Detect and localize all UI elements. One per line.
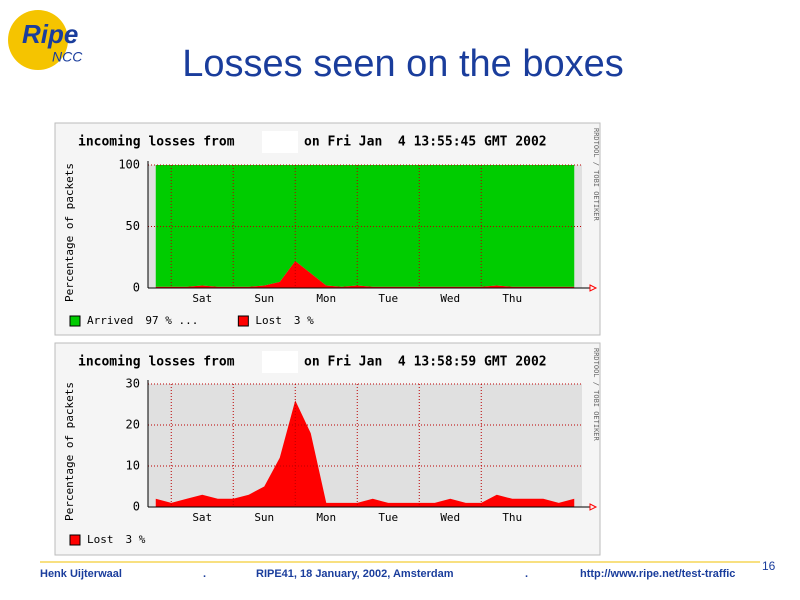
x-tick-label: Thu [502, 292, 522, 305]
chart-title: incoming losses from [78, 355, 235, 370]
x-tick-label: Mon [316, 511, 336, 524]
chart-title: on Fri Jan 4 13:58:59 GMT 2002 [304, 355, 547, 370]
x-tick-label: Tue [378, 292, 398, 305]
footer-sep: . [525, 568, 528, 580]
legend-note: 3 % [126, 533, 146, 546]
x-tick-label: Thu [502, 511, 522, 524]
logo-badge [8, 10, 68, 70]
x-tick-label: Mon [316, 292, 336, 305]
y-tick-label: 30 [126, 377, 140, 391]
footer-url: http://www.ripe.net/test-traffic [580, 568, 735, 580]
footer-event: RIPE41, 18 January, 2002, Amsterdam [256, 568, 454, 580]
y-tick-label: 100 [118, 158, 140, 172]
area [155, 400, 575, 507]
x-tick-label: Sat [192, 292, 212, 305]
y-axis-label: Percentage of packets [63, 163, 76, 302]
legend-label: Lost [87, 533, 114, 546]
y-tick-label: 50 [126, 219, 140, 233]
legend-swatch [69, 315, 81, 327]
y-tick-label: 20 [126, 418, 140, 432]
redaction [262, 351, 298, 373]
page-number: 16 [762, 559, 776, 573]
area [155, 165, 575, 287]
chart-title: incoming losses from [78, 135, 235, 150]
footer-author: Henk Uijterwaal [40, 568, 122, 580]
y-axis-label: Percentage of packets [63, 382, 76, 521]
legend-swatch [237, 315, 249, 327]
y-tick-label: 0 [133, 281, 140, 295]
y-tick-label: 0 [133, 500, 140, 514]
legend-label: Arrived [87, 314, 133, 327]
footer-sep: . [203, 568, 206, 580]
slide-title: Losses seen on the boxes [182, 43, 624, 85]
x-tick-label: Tue [378, 511, 398, 524]
logo-sub: NCC [52, 49, 83, 65]
x-tick-label: Sun [254, 292, 274, 305]
y-tick-label: 10 [126, 459, 140, 473]
axis-arrow [589, 284, 598, 292]
redaction [262, 131, 298, 153]
x-tick-label: Sat [192, 511, 212, 524]
plot-bg [148, 384, 582, 507]
axis-arrow [589, 503, 598, 511]
x-tick-label: Wed [440, 292, 460, 305]
legend-note: 3 % [294, 314, 314, 327]
watermark: RRDTOOL / TOBI OETIKER [592, 128, 600, 222]
legend-swatch [69, 534, 81, 546]
x-tick-label: Wed [440, 511, 460, 524]
legend-note: 97 % ... [145, 314, 198, 327]
legend-label: Lost [255, 314, 282, 327]
x-tick-label: Sun [254, 511, 274, 524]
logo-text: Ripe [22, 19, 78, 49]
chart-title: on Fri Jan 4 13:55:45 GMT 2002 [304, 135, 547, 150]
watermark: RRDTOOL / TOBI OETIKER [592, 348, 600, 442]
